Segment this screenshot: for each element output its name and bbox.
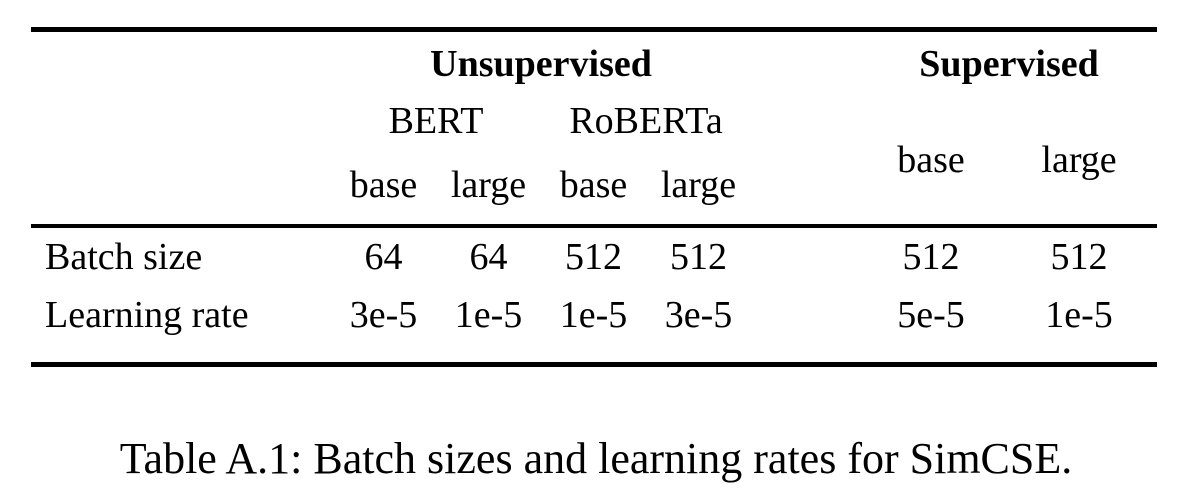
model-header-roberta: RoBERTa: [569, 100, 723, 142]
empty-corner-cell: [31, 30, 331, 97]
batch-size-cell: 512: [565, 236, 622, 278]
learning-rate-cell: 1e-5: [454, 294, 523, 336]
batch-size-cell: 512: [670, 236, 728, 278]
group-gap-cell: [751, 30, 861, 97]
size-header-roberta-base: base: [559, 164, 628, 206]
group-gap-cell: [751, 286, 861, 365]
size-header-row: base large base large: [31, 146, 1157, 226]
learning-rate-cell: 3e-5: [349, 294, 418, 336]
column-group-supervised: Supervised: [919, 43, 1099, 85]
learning-rate-cell: 5e-5: [897, 294, 965, 336]
hyperparameter-table: Unsupervised Supervised BERT RoBERTa bas…: [31, 27, 1158, 367]
column-group-unsupervised: Unsupervised: [430, 43, 652, 85]
model-header-bert: BERT: [388, 100, 484, 142]
learning-rate-cell: 3e-5: [664, 294, 733, 336]
size-header-bert-large: large: [450, 164, 527, 206]
row-label-learning-rate: Learning rate: [45, 294, 249, 336]
size-header-supervised-large: large: [1041, 139, 1117, 181]
size-header-bert-base: base: [349, 164, 418, 206]
table-row: Learning rate 3e-5 1e-5 1e-5 3e-5 5e-5 1…: [31, 286, 1157, 365]
empty-cell: [31, 146, 331, 226]
size-header-supervised-base: base: [897, 139, 965, 181]
row-label-batch-size: Batch size: [45, 236, 203, 278]
table-body: Batch size 64 64 512 512 512 512 Learnin…: [31, 226, 1157, 365]
table-caption: Table A.1: Batch sizes and learning rate…: [119, 434, 1073, 483]
batch-size-cell: 64: [364, 236, 403, 278]
paper-table-figure: Unsupervised Supervised BERT RoBERTa bas…: [0, 27, 1192, 504]
model-header-row: BERT RoBERTa base large: [31, 96, 1157, 181]
table-header: Unsupervised Supervised BERT RoBERTa bas…: [31, 30, 1158, 226]
batch-size-cell: 64: [469, 236, 508, 278]
group-gap-cell: [751, 226, 861, 286]
empty-cell: [31, 96, 331, 146]
batch-size-cell: 512: [902, 236, 960, 278]
learning-rate-cell: 1e-5: [1045, 294, 1113, 336]
group-gap-cell: [751, 146, 861, 226]
batch-size-cell: 512: [1050, 236, 1108, 278]
column-group-row: Unsupervised Supervised: [31, 30, 1157, 97]
size-header-roberta-large: large: [660, 164, 737, 206]
table-row: Batch size 64 64 512 512 512 512: [31, 226, 1157, 286]
group-gap-cell: [751, 96, 861, 146]
learning-rate-cell: 1e-5: [559, 294, 628, 336]
